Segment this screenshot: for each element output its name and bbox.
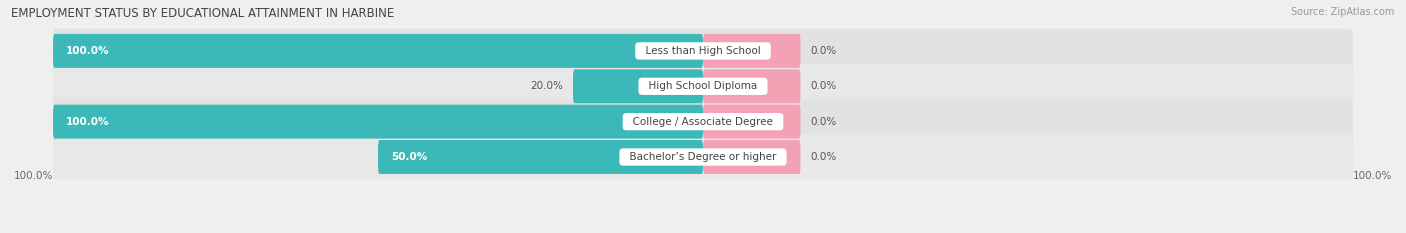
Text: Source: ZipAtlas.com: Source: ZipAtlas.com	[1291, 7, 1395, 17]
FancyBboxPatch shape	[53, 29, 1353, 73]
Text: 50.0%: 50.0%	[391, 152, 427, 162]
FancyBboxPatch shape	[53, 105, 703, 139]
Text: Bachelor’s Degree or higher: Bachelor’s Degree or higher	[623, 152, 783, 162]
FancyBboxPatch shape	[703, 69, 800, 103]
FancyBboxPatch shape	[378, 140, 703, 174]
FancyBboxPatch shape	[574, 69, 703, 103]
FancyBboxPatch shape	[53, 34, 703, 68]
FancyBboxPatch shape	[703, 105, 800, 139]
FancyBboxPatch shape	[703, 34, 800, 68]
FancyBboxPatch shape	[703, 140, 800, 174]
Text: 100.0%: 100.0%	[66, 46, 110, 56]
FancyBboxPatch shape	[53, 99, 1353, 144]
Text: Less than High School: Less than High School	[638, 46, 768, 56]
Text: 100.0%: 100.0%	[14, 171, 53, 181]
FancyBboxPatch shape	[53, 135, 1353, 179]
Text: 0.0%: 0.0%	[810, 81, 837, 91]
Text: High School Diploma: High School Diploma	[643, 81, 763, 91]
Text: 0.0%: 0.0%	[810, 117, 837, 127]
Text: EMPLOYMENT STATUS BY EDUCATIONAL ATTAINMENT IN HARBINE: EMPLOYMENT STATUS BY EDUCATIONAL ATTAINM…	[11, 7, 395, 20]
Text: 100.0%: 100.0%	[1353, 171, 1392, 181]
Text: 20.0%: 20.0%	[530, 81, 564, 91]
Text: College / Associate Degree: College / Associate Degree	[626, 117, 780, 127]
FancyBboxPatch shape	[53, 64, 1353, 108]
Text: 0.0%: 0.0%	[810, 152, 837, 162]
Text: 100.0%: 100.0%	[66, 117, 110, 127]
Text: 0.0%: 0.0%	[810, 46, 837, 56]
